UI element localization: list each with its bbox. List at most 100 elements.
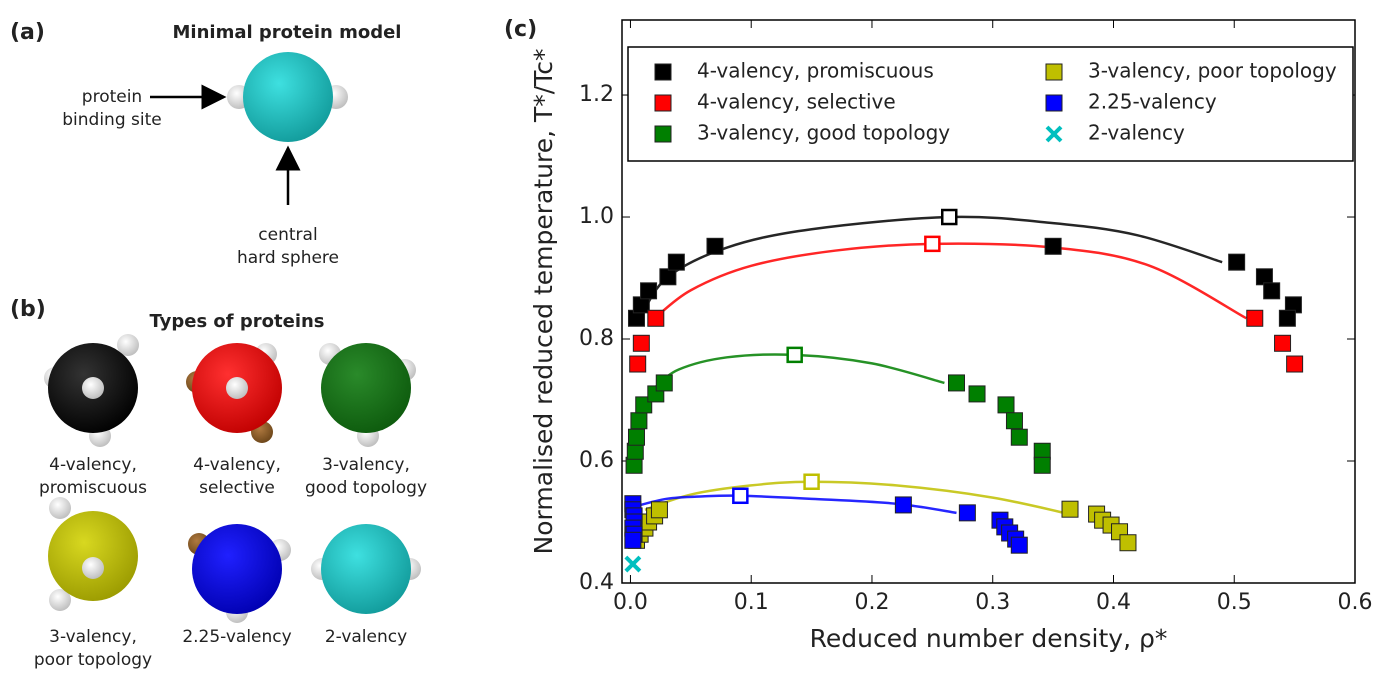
x-tick-label: 0.6	[1338, 590, 1373, 615]
data-point	[650, 501, 668, 519]
data-point	[629, 355, 647, 373]
data-point	[997, 396, 1015, 414]
binding-site	[117, 334, 139, 356]
binding-site	[49, 497, 71, 519]
data-point	[624, 555, 642, 573]
data-point	[1005, 412, 1023, 430]
panel-title: Minimal protein model	[173, 22, 402, 43]
x-axis-label: Reduced number density, ρ*	[810, 624, 1168, 653]
y-tick-label: 1.0	[579, 204, 614, 229]
panel-label: (c)	[504, 17, 537, 42]
legend-marker	[1045, 63, 1063, 81]
legend-marker	[654, 125, 672, 143]
data-point	[947, 374, 965, 392]
y-tick-label: 1.2	[579, 82, 614, 107]
x-tick-label: 0.0	[613, 590, 648, 615]
panel-a: (a) Minimal protein model protein bindin…	[10, 20, 401, 268]
legend-label: 3-valency, good topology	[697, 121, 950, 145]
protein-label: promiscuous	[39, 478, 147, 498]
critical-point	[924, 235, 941, 253]
critical-point	[803, 473, 820, 490]
protein-label: good topology	[305, 478, 427, 498]
protein-label: 2-valency	[325, 627, 407, 647]
legend-marker	[654, 63, 672, 81]
x-tick-label: 0.1	[734, 590, 769, 615]
x-tick-label: 0.2	[854, 590, 889, 615]
binding-site	[49, 589, 71, 611]
fit-curve	[653, 353, 945, 389]
panel-label: (a)	[10, 20, 45, 45]
x-tick-label: 0.3	[975, 590, 1010, 615]
data-point	[632, 334, 650, 352]
data-point	[655, 374, 673, 392]
protein-label: selective	[199, 478, 275, 498]
critical-point	[732, 487, 749, 505]
legend-label: 3-valency, poor topology	[1088, 59, 1337, 83]
data-point	[1010, 428, 1028, 446]
hard-sphere	[243, 52, 333, 142]
data-point	[1033, 456, 1051, 474]
panel-label: (b)	[10, 297, 46, 322]
data-point	[706, 237, 724, 255]
legend-marker	[1045, 125, 1063, 143]
y-tick-label: 0.8	[579, 326, 614, 351]
legend-label: 4-valency, selective	[697, 90, 896, 114]
fit-curve	[639, 215, 1223, 319]
protein-label: 4-valency,	[49, 455, 137, 475]
x-tick-label: 0.4	[1096, 590, 1131, 615]
legend: 4-valency, promiscuous 4-valency, selecti…	[627, 46, 1354, 162]
data-point	[1278, 309, 1296, 327]
data-point	[667, 253, 685, 271]
protein-label: 4-valency,	[193, 455, 281, 475]
binding-site	[82, 557, 104, 579]
data-point	[1263, 282, 1281, 300]
data-point	[1044, 237, 1062, 255]
data-point	[647, 309, 665, 327]
legend-frame	[627, 46, 1354, 162]
y-tick-label: 0.4	[579, 570, 614, 595]
legend-label: 2.25-valency	[1088, 90, 1217, 114]
chart: (c) 0.0 0.1 0.2 0.3 0.4 0.5 0.6 0.4 0.6 0.8 1.0 1.2…	[504, 17, 1373, 653]
data-point	[627, 428, 645, 446]
data-point	[1228, 253, 1246, 271]
protein-labels: 4-valency, promiscuous 4-valency, selective…	[34, 455, 427, 670]
legend-label: 2-valency	[1088, 121, 1185, 145]
data-point	[1246, 309, 1264, 327]
panel-b: (b) Types of proteins 4-valency,promi	[10, 297, 427, 670]
annotation: hard sphere	[237, 248, 339, 268]
protein-sphere	[48, 511, 138, 601]
panel-title: Types of proteins	[149, 311, 324, 332]
y-axis-label: Normalised reduced temperature, T*/Tc*	[529, 49, 558, 555]
y-tick-label: 0.6	[579, 448, 614, 473]
data-point	[1286, 355, 1304, 373]
protein-label: poor topology	[34, 650, 152, 670]
data-point	[630, 412, 648, 430]
critical-point	[786, 346, 803, 364]
protein-sphere	[192, 524, 282, 614]
annotation: protein	[82, 87, 142, 107]
binding-site	[226, 377, 248, 399]
data-point	[1010, 536, 1028, 554]
protein-label: 3-valency,	[49, 627, 137, 647]
protein-label: 3-valency,	[322, 455, 410, 475]
data-point	[958, 504, 976, 522]
fit-curve	[653, 242, 1247, 320]
data-point	[659, 268, 677, 286]
protein-sphere	[321, 343, 411, 433]
annotation: binding site	[62, 110, 161, 130]
data-point	[640, 282, 658, 300]
data-point	[1061, 500, 1079, 518]
legend-label: 4-valency, promiscuous	[697, 59, 934, 83]
critical-point	[941, 208, 958, 226]
plot-frame	[621, 19, 1356, 584]
data-point	[894, 496, 912, 514]
protein-label: 2.25-valency	[182, 627, 291, 647]
data-point	[1119, 534, 1137, 552]
fit-curve	[644, 480, 1078, 518]
annotation: central	[258, 225, 317, 245]
data-point	[624, 531, 642, 549]
x-tick-label: 0.5	[1217, 590, 1252, 615]
legend-marker	[654, 94, 672, 112]
data-point	[968, 385, 986, 403]
